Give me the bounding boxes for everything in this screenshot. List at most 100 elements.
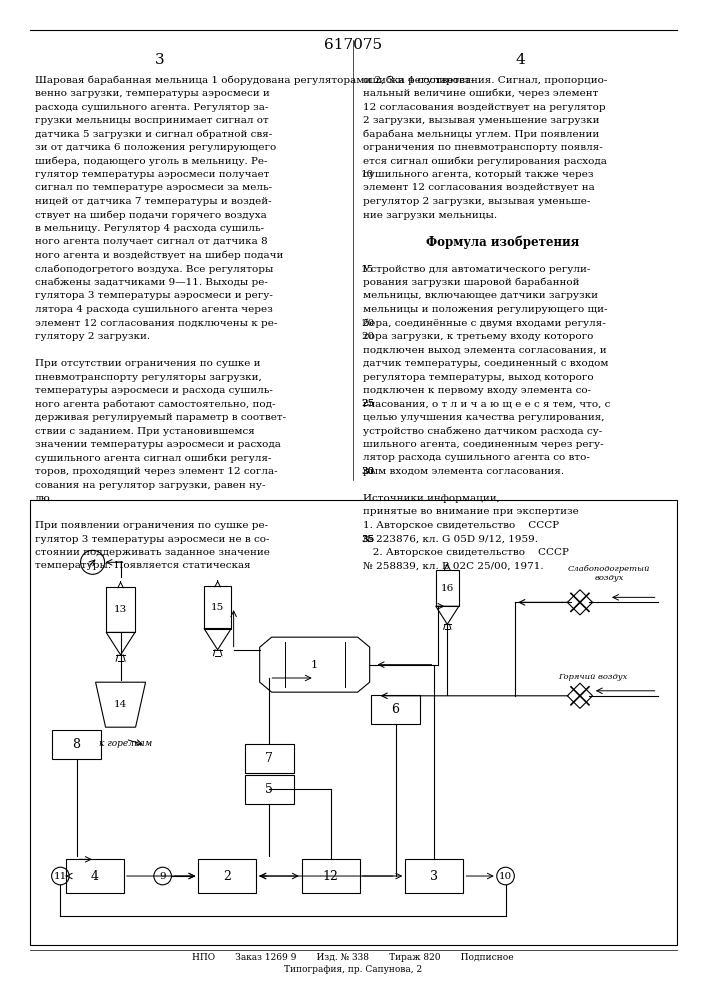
Text: значении температуры аэросмеси и расхода: значении температуры аэросмеси и расхода xyxy=(35,440,281,449)
Text: Устройство для автоматического регули-: Устройство для автоматического регули- xyxy=(363,264,590,273)
Text: слабоподогретого воздуха. Все регуляторы: слабоподогретого воздуха. Все регуляторы xyxy=(35,264,274,274)
Text: рования загрузки шаровой барабанной: рования загрузки шаровой барабанной xyxy=(363,278,580,287)
Text: лятора 4 расхода сушильного агента через: лятора 4 расхода сушильного агента через xyxy=(35,305,273,314)
Text: гулятору 2 загрузки.: гулятору 2 загрузки. xyxy=(35,332,150,341)
Text: Типография, пр. Сапунова, 2: Типография, пр. Сапунова, 2 xyxy=(284,966,422,974)
Text: шильного агента, соединенным через регу-: шильного агента, соединенным через регу- xyxy=(363,440,604,449)
Text: регулятора температуры, выход которого: регулятора температуры, выход которого xyxy=(363,372,594,381)
Text: гулятор температуры аэросмеси получает: гулятор температуры аэросмеси получает xyxy=(35,170,269,179)
Text: ного агента получает сигнал от датчика 8: ного агента получает сигнал от датчика 8 xyxy=(35,237,268,246)
Text: пневмотранспорту регуляторы загрузки,: пневмотранспорту регуляторы загрузки, xyxy=(35,372,262,381)
Text: 20: 20 xyxy=(361,332,374,341)
Text: к горелкам: к горелкам xyxy=(99,739,152,748)
Text: 10: 10 xyxy=(499,872,512,881)
Text: 8: 8 xyxy=(73,738,81,751)
Text: элемент 12 согласования воздействует на: элемент 12 согласования воздействует на xyxy=(363,184,595,192)
Text: ошибка регулирования. Сигнал, пропорцио-: ошибка регулирования. Сигнал, пропорцио- xyxy=(363,75,607,85)
Bar xyxy=(245,775,293,804)
Text: 30: 30 xyxy=(361,467,374,476)
Text: 5: 5 xyxy=(265,783,274,796)
Text: регулятор 2 загрузки, вызывая уменьше-: регулятор 2 загрузки, вызывая уменьше- xyxy=(363,197,590,206)
Text: 16: 16 xyxy=(440,584,454,593)
Text: расхода сушильного агента. Регулятор за-: расхода сушильного агента. Регулятор за- xyxy=(35,103,269,111)
Text: барабана мельницы углем. При появлении: барабана мельницы углем. При появлении xyxy=(363,129,600,139)
Text: шибера, подающего уголь в мельницу. Ре-: шибера, подающего уголь в мельницу. Ре- xyxy=(35,156,267,166)
Text: 15: 15 xyxy=(361,264,374,273)
Text: 6: 6 xyxy=(392,703,399,716)
Text: При появлении ограничения по сушке ре-: При появлении ограничения по сушке ре- xyxy=(35,521,268,530)
Text: сигнал по температуре аэросмеси за мель-: сигнал по температуре аэросмеси за мель- xyxy=(35,184,272,192)
Text: 10: 10 xyxy=(361,170,374,179)
Text: 3: 3 xyxy=(156,53,165,67)
Text: устройство снабжено датчиком расхода су-: устройство снабжено датчиком расхода су- xyxy=(363,426,602,436)
Text: Горячий воздух: Горячий воздух xyxy=(559,673,628,681)
Text: ствует на шибер подачи горячего воздуха: ствует на шибер подачи горячего воздуха xyxy=(35,210,267,220)
Text: подключен выход элемента согласования, и: подключен выход элемента согласования, и xyxy=(363,346,607,355)
Text: снабжены задатчиками 9—11. Выходы ре-: снабжены задатчиками 9—11. Выходы ре- xyxy=(35,278,268,287)
Text: сушильного агента сигнал ошибки регуля-: сушильного агента сигнал ошибки регуля- xyxy=(35,453,271,463)
Text: 13: 13 xyxy=(114,605,127,614)
Text: гулятор 3 температуры аэросмеси не в со-: гулятор 3 температуры аэросмеси не в со- xyxy=(35,534,269,544)
Text: 12 согласования воздействует на регулятор: 12 согласования воздействует на регулято… xyxy=(363,103,606,111)
Text: Шаровая барабанная мельница 1 оборудована регуляторами 2, 3 и 4 соответст-: Шаровая барабанная мельница 1 оборудован… xyxy=(35,75,474,85)
Text: 617075: 617075 xyxy=(324,38,382,52)
Text: 1: 1 xyxy=(311,660,318,670)
Bar xyxy=(302,859,360,893)
Text: принятые во внимание при экспертизе: принятые во внимание при экспертизе xyxy=(363,508,579,516)
Text: в мельницу. Регулятор 4 расхода сушиль-: в мельницу. Регулятор 4 расхода сушиль- xyxy=(35,224,264,233)
Bar xyxy=(245,744,293,773)
Text: 2. Авторское свидетельство    СССР: 2. Авторское свидетельство СССР xyxy=(363,548,569,557)
Text: лю.: лю. xyxy=(35,494,54,503)
Text: тора загрузки, к третьему входу которого: тора загрузки, к третьему входу которого xyxy=(363,332,593,341)
Text: 11: 11 xyxy=(54,872,67,881)
Text: 9: 9 xyxy=(159,872,166,881)
Text: Формула изобретения: Формула изобретения xyxy=(426,235,580,249)
Text: 12: 12 xyxy=(323,870,339,883)
Text: 15: 15 xyxy=(211,603,224,612)
Text: ного агента и воздействует на шибер подачи: ного агента и воздействует на шибер пода… xyxy=(35,251,284,260)
Text: мельницы, включающее датчики загрузки: мельницы, включающее датчики загрузки xyxy=(363,292,598,300)
Text: ется сигнал ошибки регулирования расхода: ется сигнал ошибки регулирования расхода xyxy=(363,156,607,166)
Text: 4: 4 xyxy=(515,53,525,67)
Bar xyxy=(405,859,464,893)
Text: стоянии поддерживать заданное значение: стоянии поддерживать заданное значение xyxy=(35,548,270,557)
Text: нальный величине ошибки, через элемент: нальный величине ошибки, через элемент xyxy=(363,89,598,98)
Bar xyxy=(66,859,124,893)
Text: датчик температуры, соединенный с входом: датчик температуры, соединенный с входом xyxy=(363,359,609,368)
Text: При отсутствии ограничения по сушке и: При отсутствии ограничения по сушке и xyxy=(35,359,260,368)
Bar xyxy=(436,570,459,606)
Bar xyxy=(371,695,420,724)
Text: датчика 5 загрузки и сигнал обратной свя-: датчика 5 загрузки и сигнал обратной свя… xyxy=(35,129,272,139)
Text: ние загрузки мельницы.: ние загрузки мельницы. xyxy=(363,211,497,220)
Text: 7: 7 xyxy=(265,752,274,765)
Bar xyxy=(30,500,677,945)
Text: НПО       Заказ 1269 9       Изд. № 338       Тираж 820       Подписное: НПО Заказ 1269 9 Изд. № 338 Тираж 820 По… xyxy=(192,952,514,962)
Text: элемент 12 согласования подключены к ре-: элемент 12 согласования подключены к ре- xyxy=(35,318,277,328)
Text: 2 загрузки, вызывая уменьшение загрузки: 2 загрузки, вызывая уменьшение загрузки xyxy=(363,116,600,125)
Text: 4: 4 xyxy=(90,870,99,883)
Text: мельницы и положения регулирующего щи-: мельницы и положения регулирующего щи- xyxy=(363,305,607,314)
Text: 35: 35 xyxy=(361,534,374,544)
Text: температуры аэросмеси и расхода сушиль-: температуры аэросмеси и расхода сушиль- xyxy=(35,386,273,395)
Text: ствии с заданием. При установившемся: ствии с заданием. При установившемся xyxy=(35,426,255,436)
Text: 25: 25 xyxy=(361,399,374,408)
Text: 35: 35 xyxy=(361,534,374,544)
Text: сования на регулятор загрузки, равен ну-: сования на регулятор загрузки, равен ну- xyxy=(35,481,266,489)
Bar xyxy=(204,586,231,629)
Text: 1. Авторское свидетельство    СССР: 1. Авторское свидетельство СССР xyxy=(363,521,559,530)
Text: ницей от датчика 7 температуры и воздей-: ницей от датчика 7 температуры и воздей- xyxy=(35,197,271,206)
Text: 25: 25 xyxy=(361,399,374,408)
Bar xyxy=(106,587,135,632)
Text: температуры. Появляется статическая: температуры. Появляется статическая xyxy=(35,562,250,570)
Text: грузки мельницы воспринимает сигнал от: грузки мельницы воспринимает сигнал от xyxy=(35,116,269,125)
Text: держивая регулируемый параметр в соответ-: держивая регулируемый параметр в соответ… xyxy=(35,413,286,422)
Bar xyxy=(198,859,257,893)
Text: 14: 14 xyxy=(114,700,127,709)
Text: подключен к первому входу элемента со-: подключен к первому входу элемента со- xyxy=(363,386,591,395)
Text: Источники информации,: Источники информации, xyxy=(363,494,500,503)
Text: 2: 2 xyxy=(223,870,231,883)
Text: 30: 30 xyxy=(361,467,374,476)
Text: ограничения по пневмотранспорту появля-: ограничения по пневмотранспорту появля- xyxy=(363,143,603,152)
Text: рым входом элемента согласования.: рым входом элемента согласования. xyxy=(363,467,564,476)
Text: 3: 3 xyxy=(431,870,438,883)
